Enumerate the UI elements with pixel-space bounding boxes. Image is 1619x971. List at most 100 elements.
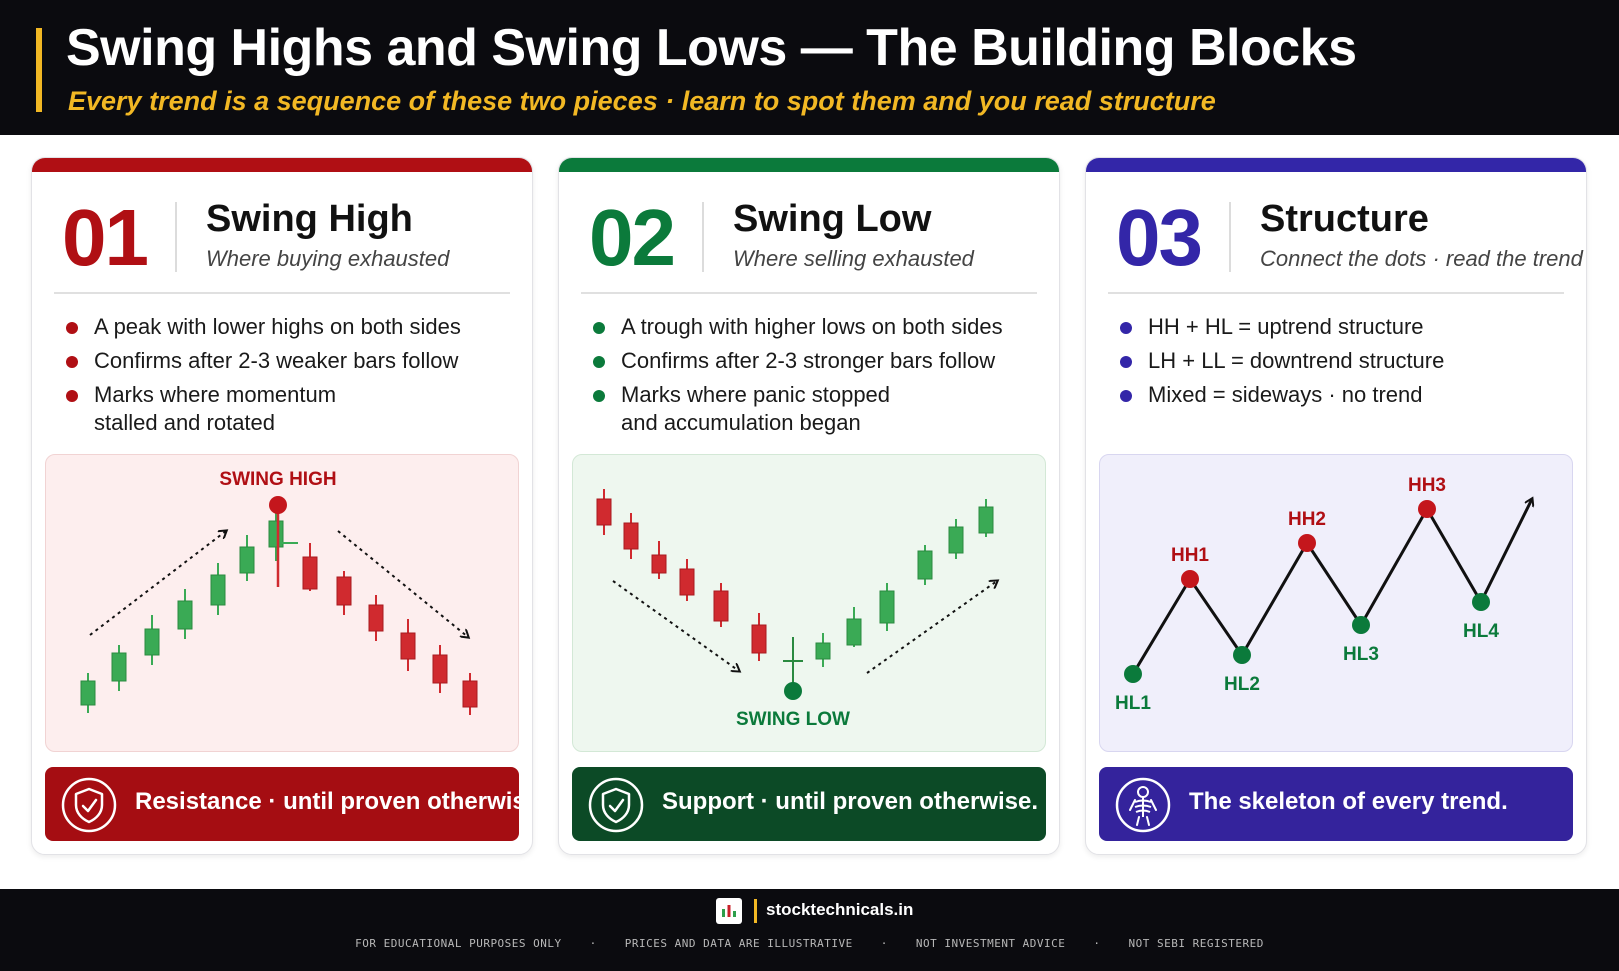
- swing-low-dot: [1472, 593, 1490, 611]
- card-top-bar: [32, 158, 532, 172]
- candle-body: [679, 568, 695, 596]
- bullet-item: Marks where momentum stalled and rotated: [64, 381, 394, 437]
- banner-text: The skeleton of every trend.: [1189, 788, 1508, 815]
- candle-body: [751, 624, 767, 654]
- skeleton-banner: The skeleton of every trend.: [1099, 767, 1573, 841]
- candle-body: [917, 550, 933, 580]
- page-title: Swing Highs and Swing Lows — The Buildin…: [66, 19, 1357, 77]
- divider: [581, 292, 1037, 294]
- point-label: HH2: [1288, 509, 1326, 530]
- bullet-item: A peak with lower highs on both sides: [64, 313, 512, 341]
- candle-body: [144, 628, 160, 656]
- candle-body: [111, 652, 127, 682]
- card-structure: 03 Structure Connect the dots · read the…: [1085, 157, 1587, 855]
- disclaimer: NOT SEBI REGISTERED: [1128, 937, 1264, 950]
- banner-text: Resistance · until proven otherwise.: [135, 788, 533, 815]
- bullet-dot-icon: [593, 322, 605, 334]
- site-name: stocktechnicals.in: [766, 900, 914, 919]
- candle-body: [948, 526, 964, 554]
- bullet-list: A trough with higher lows on both sides …: [591, 313, 1039, 443]
- structure-line: [1131, 499, 1532, 675]
- bullet-list: A peak with lower highs on both sides Co…: [64, 313, 512, 443]
- candle-body: [651, 554, 667, 574]
- candle-body: [623, 522, 639, 550]
- bullet-dot-icon: [66, 322, 78, 334]
- site-logo-icon: [716, 898, 742, 924]
- swing-low-dot: [1352, 616, 1370, 634]
- bullet-dot-icon: [1120, 356, 1132, 368]
- skeleton-icon: [1115, 777, 1171, 833]
- point-label: HL1: [1115, 693, 1151, 714]
- support-banner: Support · until proven otherwise.: [572, 767, 1046, 841]
- uptrend-arrow: [89, 531, 226, 636]
- swing-low-dot: [1233, 646, 1251, 664]
- card-swing-high: 01 Swing High Where buying exhausted A p…: [31, 157, 533, 855]
- card-number: 03: [1116, 193, 1203, 282]
- candle-body: [368, 604, 384, 632]
- swing-high-label: SWING HIGH: [219, 469, 336, 490]
- candle-body: [80, 680, 96, 706]
- point-label: HL2: [1224, 674, 1260, 695]
- bullet-dot-icon: [66, 356, 78, 368]
- swing-high-dot: [1418, 500, 1436, 518]
- card-number: 01: [62, 193, 149, 282]
- bullet-item: Mixed = sideways · no trend: [1118, 381, 1566, 409]
- card-title: Structure: [1260, 198, 1429, 240]
- swing-low-diagram: SWING LOW: [572, 454, 1046, 752]
- candle-body: [462, 680, 478, 708]
- candle-body: [302, 556, 318, 590]
- divider: [702, 202, 704, 272]
- header-accent-bar: [36, 28, 42, 112]
- swing-high-dot: [1181, 570, 1199, 588]
- card-title: Swing Low: [733, 198, 932, 240]
- candle-body: [239, 546, 255, 574]
- swing-high-dot: [269, 496, 287, 514]
- candle-body: [596, 498, 612, 526]
- card-top-bar: [559, 158, 1059, 172]
- point-label: HH3: [1408, 475, 1446, 496]
- divider: [54, 292, 510, 294]
- candle-body: [846, 618, 862, 646]
- candle-body: [432, 654, 448, 684]
- shield-check-icon: [61, 777, 117, 833]
- bullet-item: HH + HL = uptrend structure: [1118, 313, 1566, 341]
- disclaimer: PRICES AND DATA ARE ILLUSTRATIVE: [624, 937, 853, 950]
- card-title: Swing High: [206, 198, 413, 240]
- footer-accent-bar: [754, 899, 757, 923]
- candle-body: [400, 632, 416, 660]
- bullet-item: Confirms after 2-3 stronger bars follow: [591, 347, 1039, 375]
- disclaimer-row: FOR EDUCATIONAL PURPOSES ONLY · PRICES AND…: [355, 937, 1264, 950]
- swing-low-chart: SWING LOW: [596, 489, 1047, 730]
- disclaimer: FOR EDUCATIONAL PURPOSES ONLY: [355, 937, 562, 950]
- candle-body: [336, 576, 352, 606]
- candle-body: [177, 600, 193, 630]
- downtrend-arrow: [612, 580, 739, 671]
- card-swing-low: 02 Swing Low Where selling exhausted A t…: [558, 157, 1060, 855]
- swing-low-dot: [1124, 665, 1142, 683]
- uptrend-arrow: [866, 581, 997, 674]
- bullet-item: Marks where panic stopped and accumulati…: [591, 381, 931, 437]
- footer: stocktechnicals.in FOR EDUCATIONAL PURPO…: [0, 889, 1619, 971]
- point-label: HL3: [1343, 644, 1379, 665]
- candle-body: [978, 506, 994, 534]
- divider: [1108, 292, 1564, 294]
- banner-text: Support · until proven otherwise.: [662, 788, 1039, 815]
- candle-body: [713, 590, 729, 622]
- swing-low-dot: [784, 682, 802, 700]
- divider: [1229, 202, 1231, 272]
- resistance-banner: Resistance · until proven otherwise.: [45, 767, 532, 841]
- swing-high-dot: [1298, 534, 1316, 552]
- swing-high-chart: SWING HIGH: [80, 469, 478, 715]
- bullet-item: A trough with higher lows on both sides: [591, 313, 1039, 341]
- bullet-item: LH + LL = downtrend structure: [1118, 347, 1566, 375]
- card-tagline: Where selling exhausted: [733, 246, 974, 271]
- point-label: HH1: [1171, 545, 1209, 566]
- bullet-list: HH + HL = uptrend structure LH + LL = do…: [1118, 313, 1566, 415]
- card-top-bar: [1086, 158, 1586, 172]
- card-number: 02: [589, 193, 676, 282]
- downtrend-arrow: [337, 530, 468, 637]
- bullet-dot-icon: [1120, 390, 1132, 402]
- point-label: HL4: [1463, 621, 1499, 642]
- divider: [175, 202, 177, 272]
- card-tagline: Connect the dots · read the trend: [1260, 246, 1583, 271]
